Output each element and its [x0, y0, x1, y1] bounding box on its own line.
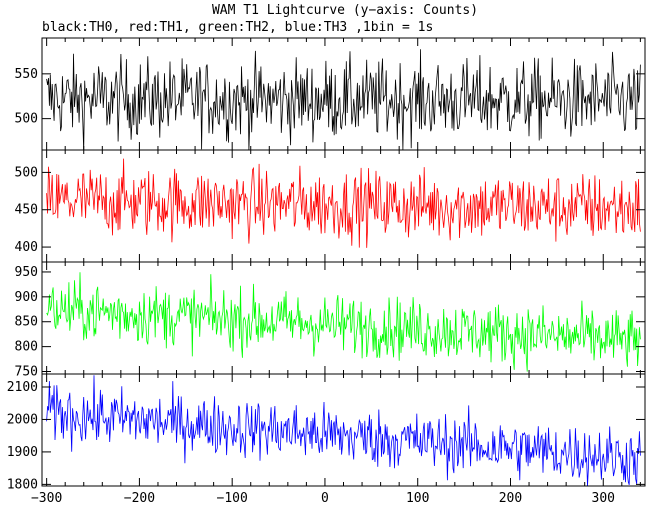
y-tick-label: 400	[15, 240, 38, 255]
series-th2	[46, 272, 641, 372]
y-tick-label: 550	[15, 67, 38, 82]
x-tick-label: 200	[499, 491, 522, 505]
series-th3	[46, 375, 641, 486]
chart-subtitle: black:TH0, red:TH1, green:TH2, blue:TH3 …	[42, 20, 433, 35]
y-tick-label: 950	[15, 265, 38, 280]
y-tick-label: 850	[15, 315, 38, 330]
y-tick-label: 800	[15, 340, 38, 355]
y-tick-label: 450	[15, 203, 38, 218]
y-tick-label: 2000	[7, 412, 38, 427]
y-tick-label: 500	[15, 112, 38, 127]
y-tick-label: 500	[15, 165, 38, 180]
x-tick-label: −300	[31, 491, 62, 505]
series-th0	[46, 49, 641, 150]
series-th1	[46, 158, 641, 248]
chart-title: WAM T1 Lightcurve (y−axis: Counts)	[212, 3, 478, 18]
panels-group: 500 550 400 450 500 750 800 850 900 950 1800 1900 20…	[7, 37, 646, 505]
x-tick-label: 300	[592, 491, 615, 505]
y-tick-label: 900	[15, 290, 38, 305]
y-tick-label: 1800	[7, 477, 38, 492]
x-tick-label: 0	[321, 491, 329, 505]
y-tick-label: 2100	[7, 380, 38, 395]
x-tick-label: 100	[406, 491, 429, 505]
y-tick-label: 1900	[7, 445, 38, 460]
y-tick-label: 750	[15, 365, 38, 380]
x-tick-label: −100	[217, 491, 248, 505]
x-tick-label: −200	[124, 491, 155, 505]
